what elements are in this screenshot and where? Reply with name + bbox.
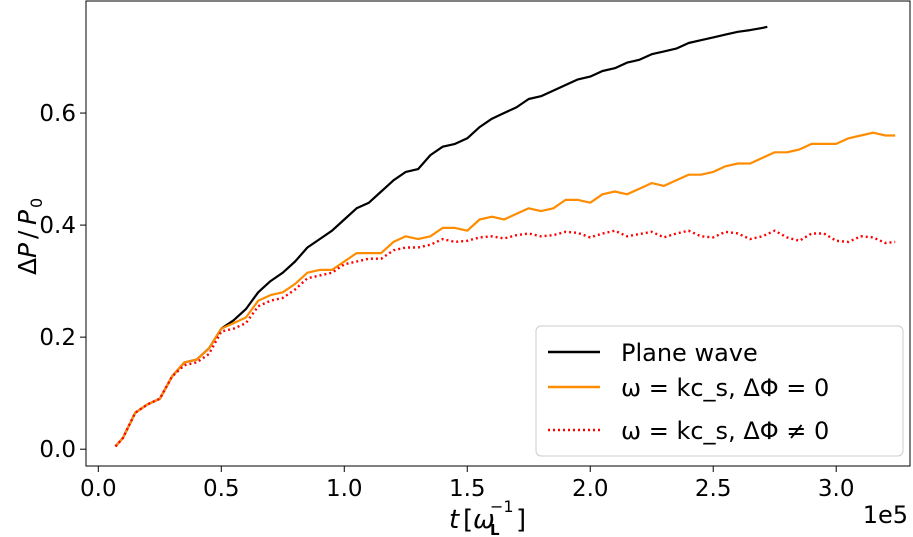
y-axis-ticks: 0.0 0.2 0.4 0.6 bbox=[39, 101, 86, 463]
x-axis-ticks: 0.0 0.5 1.0 1.5 2.0 2.5 3.0 bbox=[80, 466, 854, 502]
svg-text:−1: −1 bbox=[490, 497, 514, 516]
legend-label-1: Plane wave bbox=[621, 339, 758, 367]
legend-label-2: ω = kc_s, ΔΦ = 0 bbox=[621, 374, 829, 402]
legend-box bbox=[535, 325, 904, 457]
legend-label-3: ω = kc_s, ΔΦ ≠ 0 bbox=[621, 417, 829, 445]
x-tick-label: 0.5 bbox=[203, 476, 240, 502]
y-tick-label: 0.2 bbox=[39, 325, 76, 351]
svg-text:L: L bbox=[490, 521, 500, 537]
y-tick-label: 0.4 bbox=[39, 213, 76, 239]
y-tick-label: 0.0 bbox=[39, 437, 76, 463]
svg-text:/: / bbox=[13, 230, 42, 239]
svg-text:]: ] bbox=[516, 505, 526, 535]
svg-text:ω: ω bbox=[473, 505, 495, 535]
x-tick-label: 2.5 bbox=[695, 476, 732, 502]
x-axis-label: t [ ω L −1 ] bbox=[449, 497, 526, 537]
series-line-2 bbox=[114, 131, 896, 448]
svg-text:P: P bbox=[13, 209, 42, 225]
legend: Plane wave ω = kc_s, ΔΦ = 0 ω = kc_s, ΔΦ ≠… bbox=[535, 325, 904, 457]
legend-entries: Plane wave ω = kc_s, ΔΦ = 0 ω = kc_s, ΔΦ ≠… bbox=[548, 339, 829, 445]
x-tick-label: 1.0 bbox=[326, 476, 363, 502]
x-tick-label: 0.0 bbox=[80, 476, 117, 502]
svg-text:[: [ bbox=[463, 505, 473, 535]
x-tick-label: 1.5 bbox=[449, 476, 486, 502]
x-tick-label: 3.0 bbox=[818, 476, 855, 502]
svg-text:P: P bbox=[13, 242, 42, 258]
svg-text:t: t bbox=[449, 505, 460, 535]
series-layer bbox=[114, 25, 896, 448]
y-tick-label: 0.6 bbox=[39, 101, 76, 127]
svg-text:0: 0 bbox=[27, 198, 46, 208]
y-axis-label: Δ P / P 0 bbox=[13, 198, 46, 275]
x-tick-label: 2.0 bbox=[572, 476, 609, 502]
x-axis-offset-label: 1e5 bbox=[863, 501, 908, 529]
svg-text:Δ: Δ bbox=[13, 258, 42, 275]
